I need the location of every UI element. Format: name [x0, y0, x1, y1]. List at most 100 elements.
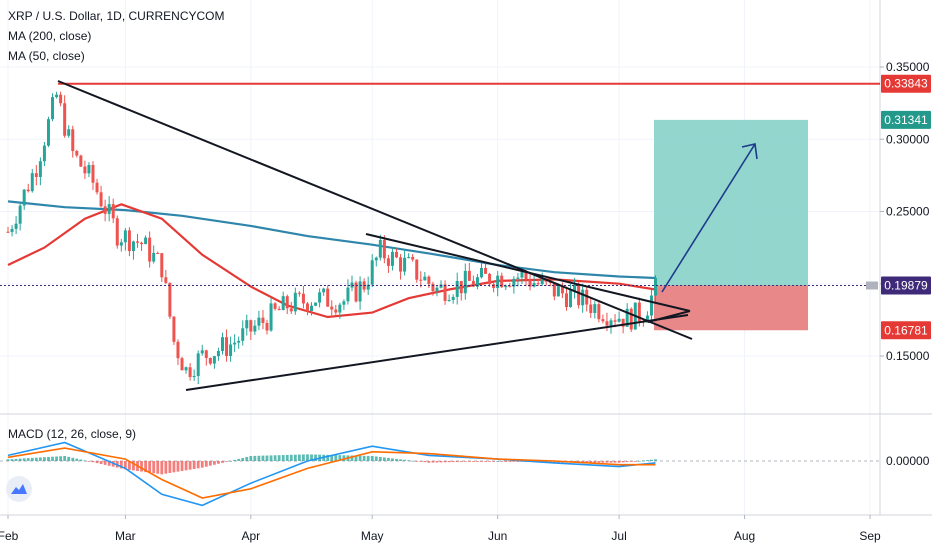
candle — [540, 272, 544, 286]
macd-histogram-bar — [601, 461, 605, 463]
ascending-trendline[interactable] — [185, 314, 689, 391]
candle-body — [123, 230, 127, 243]
candle-body — [569, 290, 573, 308]
macd-histogram-bar — [467, 461, 471, 462]
candle — [378, 234, 382, 261]
ma200-line[interactable] — [7, 200, 656, 280]
candle — [601, 314, 605, 324]
macd-histogram-bar — [71, 457, 75, 461]
candle-body — [350, 282, 354, 288]
macd-histogram-bar — [200, 461, 204, 468]
candle-body — [285, 296, 289, 309]
macd-histogram-bar — [152, 461, 156, 474]
price-tag-box — [881, 276, 931, 295]
candle — [346, 279, 350, 305]
candle — [168, 282, 172, 320]
candle — [63, 95, 67, 138]
macd-histogram-bar — [415, 461, 419, 462]
candle — [22, 188, 26, 210]
candle — [463, 263, 467, 300]
candle — [257, 310, 261, 331]
trade-zones — [654, 119, 808, 331]
candle — [269, 297, 273, 332]
candle — [342, 299, 346, 311]
candle — [512, 276, 516, 294]
candle — [67, 125, 71, 138]
macd-histogram-bar — [621, 461, 625, 463]
candle — [451, 294, 455, 304]
macd-histogram-bar — [471, 461, 475, 462]
candle-body — [67, 129, 71, 136]
macd-histogram-bar — [249, 456, 253, 461]
candle-body — [427, 276, 431, 284]
macd-histogram-bar — [423, 461, 427, 463]
candle-body — [63, 103, 67, 136]
ma200-legend[interactable]: MA (200, close) — [8, 29, 92, 43]
price-tag-resistance[interactable]: 0.33843 — [881, 74, 931, 93]
candle-body — [621, 318, 625, 327]
macd-histogram-bar — [67, 456, 71, 461]
candle-body — [338, 304, 342, 313]
price-tag-box — [881, 321, 931, 340]
macd-histogram-bar — [128, 461, 131, 470]
candle — [467, 262, 471, 282]
descending-trendline[interactable] — [57, 80, 693, 340]
candle-body — [435, 287, 439, 292]
macd-histogram-bar — [617, 461, 621, 463]
candle — [488, 272, 492, 288]
candle-body — [261, 317, 265, 323]
price-tag-current[interactable]: 0.19879 — [881, 276, 931, 295]
candle-body — [168, 282, 172, 317]
macd-histogram-bar — [196, 461, 200, 469]
macd-histogram-bar — [95, 461, 99, 464]
candle-body — [297, 292, 301, 294]
macd-histogram-bar — [326, 454, 330, 461]
macd-histogram-bar — [552, 461, 556, 463]
candle — [399, 254, 403, 280]
candle-body — [281, 296, 285, 311]
candle — [459, 280, 463, 301]
candle-body — [601, 319, 605, 322]
candle — [354, 280, 358, 303]
macd-histogram-bar — [119, 461, 123, 469]
candle — [564, 286, 568, 311]
macd-histogram-bar — [164, 461, 168, 474]
candle — [119, 238, 123, 252]
wedge-upper-line[interactable] — [365, 233, 691, 312]
candle-body — [245, 320, 249, 329]
projection-arrow[interactable] — [661, 143, 756, 293]
candle-body — [34, 173, 38, 177]
candle — [188, 363, 192, 381]
candle — [261, 310, 265, 330]
symbol-title[interactable]: XRP / U.S. Dollar, 1D, CURRENCYCOM — [8, 9, 225, 23]
candle — [447, 294, 451, 302]
wedge-apex-line[interactable] — [647, 310, 691, 323]
ma50-legend[interactable]: MA (50, close) — [8, 49, 85, 63]
candle-body — [176, 341, 180, 359]
macd-line[interactable] — [7, 441, 656, 507]
candle-body — [204, 350, 208, 359]
macd-title[interactable]: MACD (12, 26, close, 9) — [8, 427, 137, 441]
price-tag-target[interactable]: 0.31341 — [881, 110, 931, 129]
macd-histogram-bar — [297, 454, 301, 461]
candle-body — [18, 205, 22, 224]
candle-body — [390, 251, 394, 266]
macd-histogram-bar — [330, 454, 334, 461]
price-tag-stop[interactable]: 0.16781 — [881, 321, 931, 340]
candle — [225, 329, 229, 362]
candle-body — [577, 284, 581, 306]
candle — [237, 336, 241, 349]
macd-histogram-bar — [306, 454, 309, 461]
candle-body — [593, 304, 597, 313]
macd-histogram-bar — [589, 461, 593, 463]
signal-line[interactable] — [7, 447, 656, 499]
macd-histogram-bar — [382, 457, 386, 461]
tradingview-logo-icon[interactable] — [6, 476, 32, 502]
macd-histogram-bar — [358, 455, 362, 461]
candle — [172, 316, 176, 345]
y-tick-label: 0.35000 — [886, 60, 930, 74]
target-zone[interactable] — [654, 119, 808, 286]
candle-body — [334, 309, 338, 313]
candle-body — [322, 288, 326, 293]
